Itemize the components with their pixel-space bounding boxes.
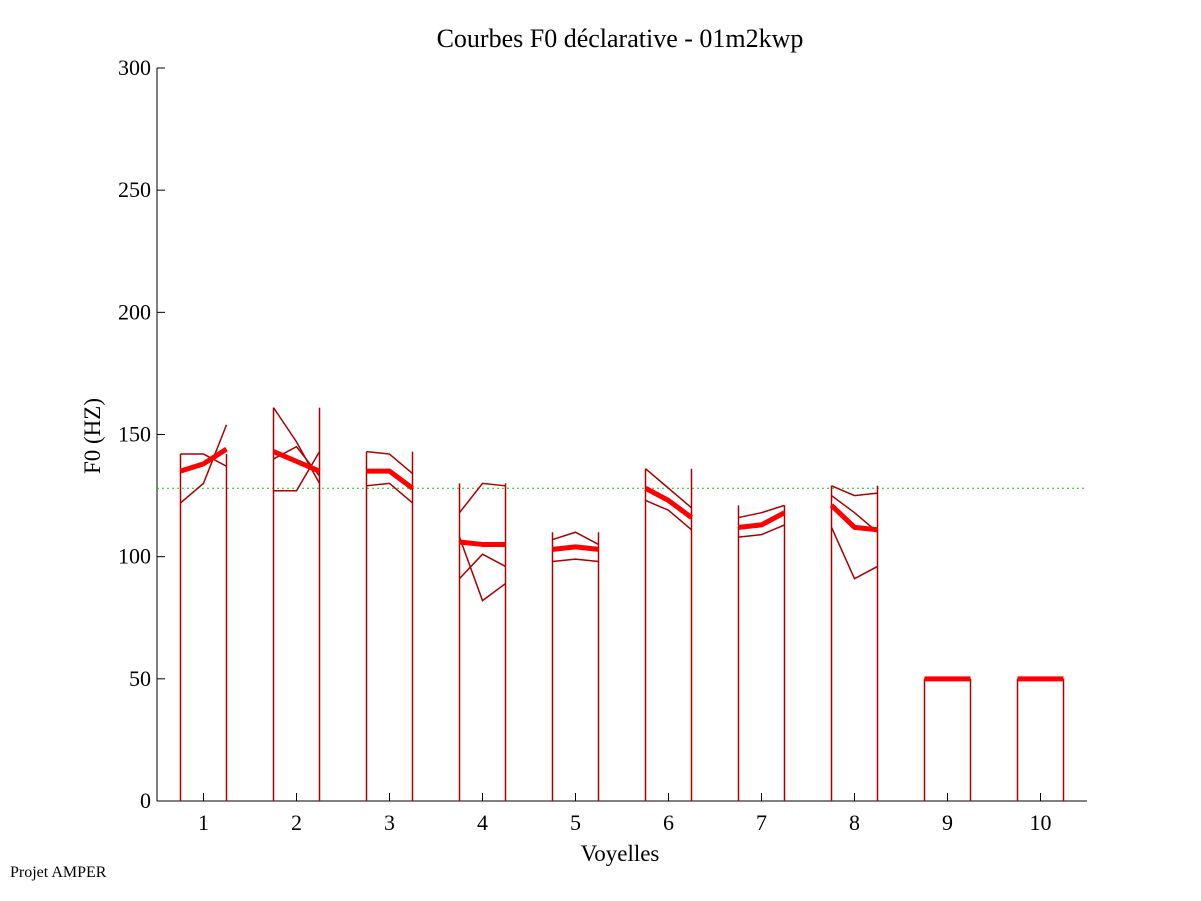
x-tick-label: 2 [291,810,302,835]
y-tick-label: 250 [118,177,151,202]
x-axis-label: Voyelles [581,841,660,866]
repetition-curve [830,527,878,580]
vowel-group-7 [737,504,786,801]
y-tick-label: 100 [118,544,151,569]
y-axis-label: F0 (HZ) [80,398,105,474]
y-tick-label: 0 [140,788,151,813]
x-tick-label: 6 [663,810,674,835]
x-tick-label: 3 [384,810,395,835]
repetition-curve [552,531,599,546]
mean-curve [272,449,321,474]
repetition-curve [831,494,878,533]
repetition-curve [552,558,599,563]
y-tick-label: 200 [118,299,151,324]
y-tick-label: 50 [129,666,151,691]
repetition-curve [458,536,506,602]
mean-curve [366,468,414,491]
x-tick-label: 1 [198,810,209,835]
vowel-group-4 [458,482,507,801]
axes: 0 50 100 150 200 250 300 1 2 3 4 5 6 7 8 9 10 [118,55,1087,835]
plot-area [157,407,1087,801]
repetition-curve [366,450,413,475]
repetition-curve [273,451,321,492]
x-tick-label: 9 [942,810,953,835]
repetition-curve [366,482,413,504]
mean-curve [738,510,786,530]
mean-curve [829,503,878,533]
mean-curve [552,544,599,552]
mean-curve [459,539,506,547]
repetition-curve [180,453,227,467]
mean-curve [644,486,693,520]
y-tick-label: 300 [118,55,151,80]
repetition-curve [645,468,692,509]
mean-curve [179,447,228,474]
repetition-curve [180,424,228,504]
y-tick-label: 150 [118,422,151,447]
repetition-curve [645,499,692,531]
repetition-curve [458,553,506,580]
repetition-curve [831,485,878,497]
repetition-curve [458,482,506,514]
vowel-group-8 [829,485,879,801]
repetition-curve [272,407,321,484]
repetition-curve [738,504,785,519]
vowel-group-9 [923,676,972,801]
x-tick-label: 10 [1030,810,1052,835]
repetition-curve [738,524,785,538]
x-tick-label: 4 [477,810,488,835]
footer-note: Projet AMPER [10,864,107,881]
x-tick-label: 8 [849,810,860,835]
vowel-group-3 [365,450,414,801]
vowel-group-2 [272,407,321,801]
chart-title: Courbes F0 déclarative - 01m2kwp [437,24,804,53]
vowel-group-5 [551,531,600,801]
vowel-group-6 [644,468,693,801]
x-tick-label: 5 [570,810,581,835]
vowel-group-1 [179,424,228,801]
vowel-group-10 [1016,676,1065,801]
x-tick-label: 7 [756,810,767,835]
